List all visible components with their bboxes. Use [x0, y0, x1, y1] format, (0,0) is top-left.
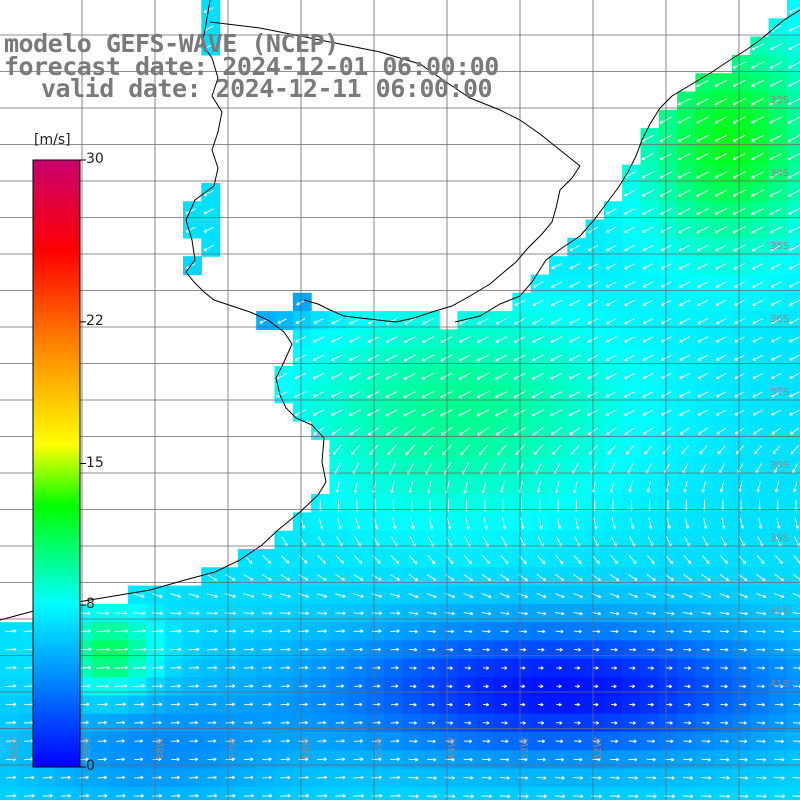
wind-arrows: [5, 6, 800, 799]
longitude-label: 54W: [447, 737, 458, 760]
latitude-label: 37S: [770, 387, 789, 398]
latitude-label: 39S: [770, 533, 789, 544]
longitude-label: 56W: [301, 737, 312, 760]
colorbar-tick-label: 0: [86, 758, 95, 774]
colorbar-tick-marks: [80, 159, 86, 768]
title-forecast-date: forecast date: 2024-12-01 06:00:00: [4, 52, 499, 81]
longitude-label: 55W: [374, 737, 385, 760]
latitude-label: 36S: [770, 314, 789, 325]
title-model: modelo GEFS-WAVE (NCEP): [4, 29, 339, 58]
longitude-label: 57W: [228, 737, 239, 760]
longitude-label: 59W: [82, 737, 93, 760]
longitude-label: 58W: [155, 737, 166, 760]
longitude-labels: 60W 59W 58W 57W 56W 55W 54W 53W 52W: [9, 737, 604, 760]
latitude-labels: 33S 34S 35S 36S 37S 38S 39S 40S 41S: [770, 95, 789, 690]
latitude-label: 33S: [770, 95, 789, 106]
colorbar-tick-label: 15: [86, 454, 104, 471]
latitude-label: 41S: [770, 679, 789, 690]
latitude-label: 34S: [770, 168, 789, 179]
title-valid-date: valid date: 2024-12-11 06:00:00: [41, 74, 493, 103]
coastline: [0, 0, 800, 621]
colorbar: [32, 159, 81, 768]
latitude-label: 35S: [770, 241, 789, 252]
longitude-label: 60W: [9, 737, 20, 760]
longitude-label: 52W: [593, 737, 604, 760]
colorbar-tick-label: 30: [86, 151, 104, 167]
colorbar-tick-label: 8: [86, 596, 95, 613]
latitude-label: 40S: [770, 606, 789, 617]
colorbar-tick-label: 22: [86, 312, 104, 329]
colorbar-unit: [m/s]: [34, 132, 71, 148]
longitude-label: 53W: [520, 737, 531, 760]
latitude-label: 38S: [770, 460, 789, 471]
